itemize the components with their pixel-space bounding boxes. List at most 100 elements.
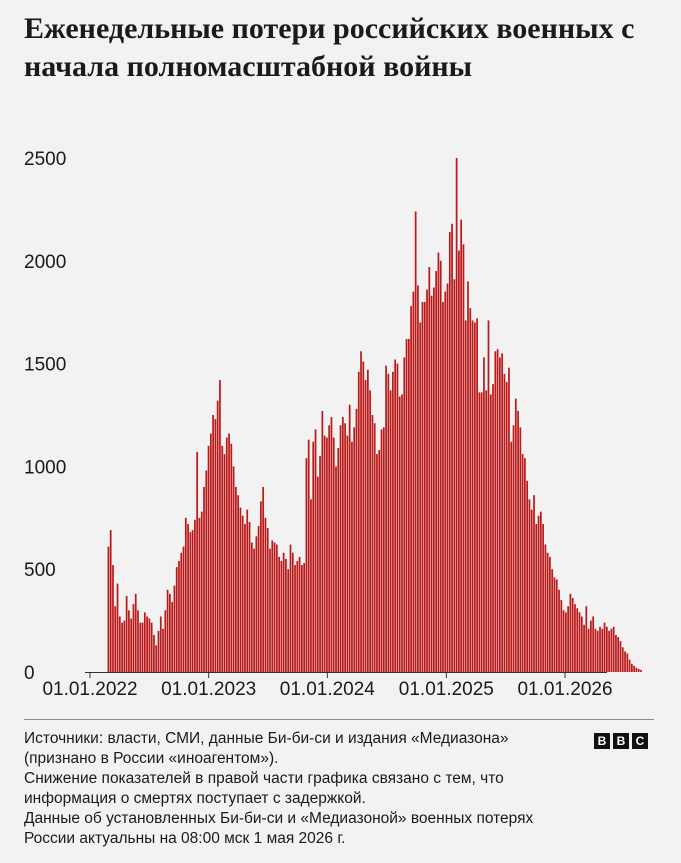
bar (150, 622, 153, 672)
note-actuality: Данные об установленных Би-би-си и «Меди… (24, 810, 534, 847)
bar (143, 612, 146, 672)
bar (367, 369, 369, 672)
bar (385, 365, 387, 672)
bar (162, 628, 164, 672)
bar (533, 495, 535, 672)
bar (351, 441, 353, 672)
bar (530, 509, 533, 672)
bar (469, 308, 472, 672)
bar (487, 320, 490, 672)
bar (615, 634, 617, 672)
bar (332, 437, 335, 672)
bar (430, 295, 433, 672)
bar (417, 285, 419, 672)
bar (455, 158, 458, 672)
source-line-1: Источники: власти, СМИ, данные Би-би-си … (24, 730, 509, 747)
bar (542, 523, 544, 672)
bar (209, 433, 212, 672)
bar (328, 425, 331, 672)
bar (571, 597, 574, 672)
bar (118, 616, 121, 672)
x-tick-label: 01.01.2024 (280, 679, 376, 700)
bar (184, 517, 187, 672)
bar (605, 626, 608, 672)
bar (485, 390, 488, 672)
bar (305, 458, 308, 672)
bar (232, 466, 235, 672)
bar (599, 626, 601, 672)
bar (134, 593, 137, 672)
bars-group (107, 158, 642, 673)
bar (164, 610, 167, 672)
bar (371, 415, 374, 672)
bar (312, 441, 315, 672)
bar (353, 427, 356, 672)
bar (446, 283, 449, 672)
bar (439, 260, 442, 672)
logo-letter: B (613, 733, 629, 749)
bar (321, 410, 324, 672)
x-tick-label: 01.01.2026 (517, 679, 612, 700)
bar (414, 211, 417, 672)
bar (159, 616, 162, 672)
bar (196, 452, 199, 672)
bar (230, 443, 233, 672)
bar (248, 521, 251, 672)
x-tick-label: 01.01.2025 (399, 679, 494, 700)
logo-letter: B (594, 733, 610, 749)
bar (610, 628, 613, 672)
footer-divider (24, 719, 654, 720)
bar (405, 338, 408, 672)
bar (171, 602, 174, 672)
bar (260, 501, 262, 672)
bar (444, 291, 447, 672)
bar (574, 604, 576, 672)
bar (346, 435, 349, 672)
bar (282, 552, 285, 672)
bbc-logo: B B C (594, 733, 648, 749)
bar (241, 515, 244, 672)
bar (266, 528, 269, 672)
bar (398, 396, 401, 672)
bar (128, 610, 130, 672)
bar (380, 429, 383, 672)
bar (275, 544, 278, 672)
bar (631, 663, 633, 672)
bar (585, 606, 588, 672)
source-line-2: (признано в России «иноагентом»). (24, 750, 279, 767)
bar (526, 480, 529, 672)
bar (323, 435, 326, 672)
bar (330, 417, 333, 672)
bar (592, 616, 595, 672)
bar (364, 380, 367, 672)
bar (357, 371, 360, 672)
bar (546, 552, 549, 672)
bar (378, 449, 381, 672)
bar (200, 511, 203, 672)
bar (594, 628, 597, 672)
bar (109, 530, 112, 672)
bar (601, 628, 604, 672)
bar (301, 565, 303, 672)
note-delay: Снижение показателей в правой части граф… (24, 770, 504, 807)
bar (603, 622, 606, 672)
x-tick-label: 01.01.2022 (42, 679, 137, 700)
bar (187, 523, 189, 672)
bar (382, 427, 385, 672)
bar (621, 647, 624, 672)
bar (114, 606, 117, 672)
y-tick-label: 0 (24, 663, 35, 684)
bar (492, 384, 494, 672)
bar (560, 600, 563, 672)
bar (244, 523, 246, 672)
bar (107, 546, 110, 672)
bar (505, 382, 508, 672)
bar (303, 563, 306, 672)
y-tick-label: 1500 (24, 355, 66, 376)
bar (387, 373, 390, 672)
bar (640, 669, 642, 672)
x-tick-label: 01.01.2023 (161, 679, 256, 700)
bar (514, 398, 517, 672)
bar (419, 322, 422, 672)
